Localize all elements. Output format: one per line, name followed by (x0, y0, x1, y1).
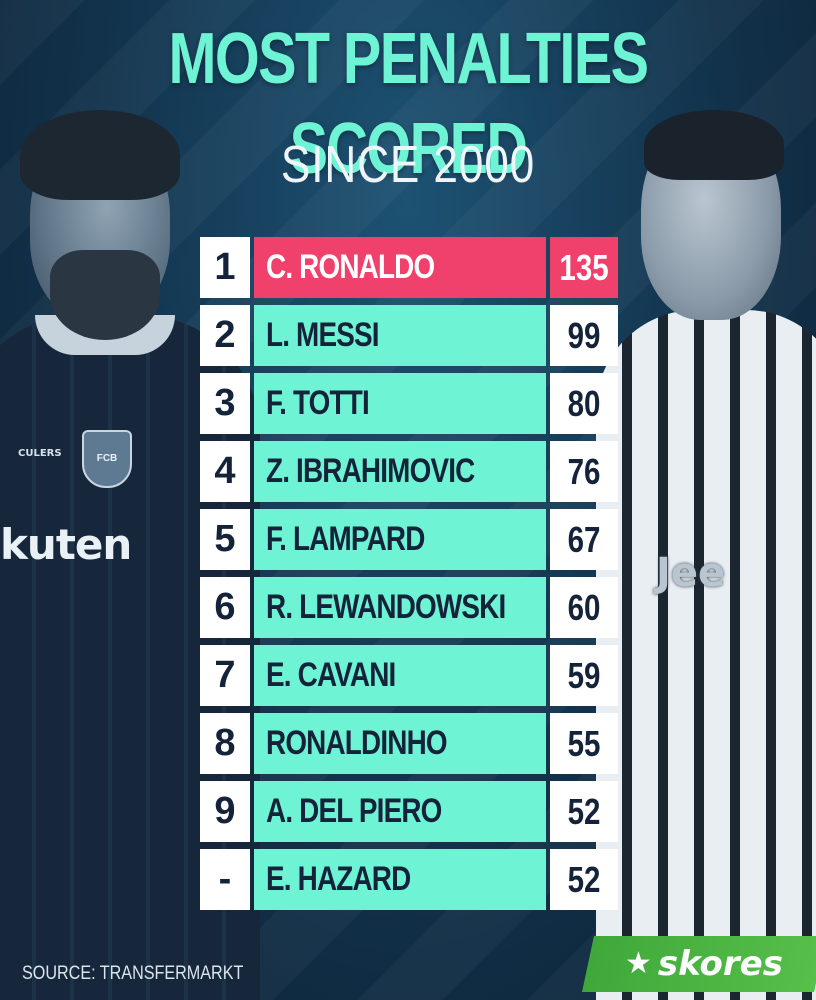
ranking-row: 9 A. DEL PIERO 52 (200, 781, 618, 842)
rank-number: 1 (200, 237, 250, 298)
star-icon: ★ (625, 947, 652, 980)
rank-number: 7 (200, 645, 250, 706)
jersey-right (596, 310, 816, 1000)
ranking-row: 2 L. MESSI 99 (200, 305, 618, 366)
page-title: MOST PENALTIES SCORED (168, 19, 650, 189)
player-photo-right: Jee (596, 110, 816, 1000)
rank-number: - (200, 849, 250, 910)
rank-number: 5 (200, 509, 250, 570)
player-name: F. TOTTI (254, 373, 546, 434)
brand-logo: ★ skores (582, 936, 816, 992)
page-subtitle: SINCE 2000 (280, 136, 536, 194)
player-hair-left (20, 110, 180, 200)
ranking-row: 6 R. LEWANDOWSKI 60 (200, 577, 618, 638)
jersey-sponsor-left: kuten (0, 520, 132, 569)
ranking-row: 8 RONALDINHO 55 (200, 713, 618, 774)
ranking-row: - E. HAZARD 52 (200, 849, 618, 910)
ranking-row: 5 F. LAMPARD 67 (200, 509, 618, 570)
player-name: RONALDINHO (254, 713, 546, 774)
penalty-count: 52 (550, 849, 618, 910)
player-hair-right (644, 110, 784, 180)
player-name: E. HAZARD (254, 849, 546, 910)
player-name: E. CAVANI (254, 645, 546, 706)
brand-name: skores (657, 944, 783, 984)
player-name: R. LEWANDOWSKI (254, 577, 546, 638)
penalty-count: 80 (550, 373, 618, 434)
player-name: Z. IBRAHIMOVIC (254, 441, 546, 502)
player-name: A. DEL PIERO (254, 781, 546, 842)
player-name: C. RONALDO (254, 237, 546, 298)
penalty-count: 55 (550, 713, 618, 774)
ranking-row: 1 C. RONALDO 135 (200, 237, 618, 298)
rank-number: 9 (200, 781, 250, 842)
ranking-row: 3 F. TOTTI 80 (200, 373, 618, 434)
rank-number: 3 (200, 373, 250, 434)
rank-number: 4 (200, 441, 250, 502)
player-beard-left (50, 250, 160, 340)
ranking-row: 4 Z. IBRAHIMOVIC 76 (200, 441, 618, 502)
player-name: L. MESSI (254, 305, 546, 366)
ranking-table: 1 C. RONALDO 135 2 L. MESSI 99 3 F. TOTT… (200, 237, 618, 917)
rank-number: 2 (200, 305, 250, 366)
rank-number: 8 (200, 713, 250, 774)
rank-number: 6 (200, 577, 250, 638)
jersey-text: CULERS (18, 448, 62, 459)
ranking-row: 7 E. CAVANI 59 (200, 645, 618, 706)
penalty-count: 99 (550, 305, 618, 366)
jersey-sponsor-right: Jee (656, 550, 726, 596)
penalty-count: 60 (550, 577, 618, 638)
penalty-count: 67 (550, 509, 618, 570)
penalty-count: 59 (550, 645, 618, 706)
source-credit: SOURCE: TRANSFERMARKT (22, 963, 244, 984)
penalty-count: 52 (550, 781, 618, 842)
player-name: F. LAMPARD (254, 509, 546, 570)
penalty-count: 135 (550, 237, 618, 298)
club-crest-icon: FCB (82, 430, 132, 488)
penalty-count: 76 (550, 441, 618, 502)
